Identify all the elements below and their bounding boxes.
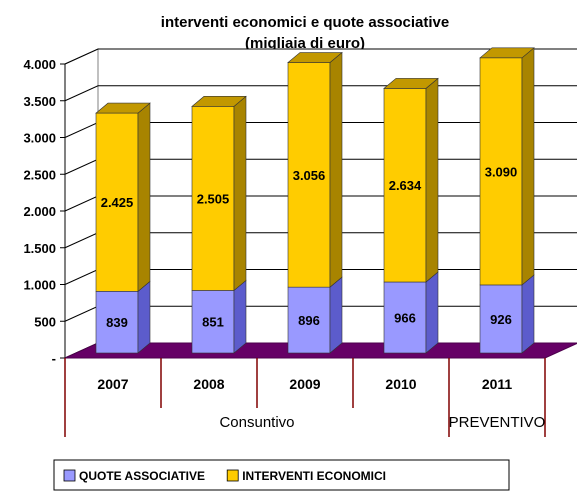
bar-top: [383, 78, 439, 89]
bar-segment-side: [521, 47, 535, 286]
bar-segment: [95, 291, 139, 354]
data-label: 3.090: [485, 164, 518, 179]
x-group-label: Consuntivo: [219, 414, 294, 431]
legend-swatch: [226, 469, 239, 482]
data-label: 851: [202, 315, 224, 330]
y-tick-label: 3.500: [23, 94, 56, 109]
legend-swatch: [63, 469, 76, 482]
bar-segment-side: [233, 279, 247, 354]
x-tick-label: 2010: [385, 376, 416, 392]
bar-segment: [383, 88, 427, 283]
x-tick-label: 2007: [97, 376, 128, 392]
y-tick-label: 4.000: [23, 57, 56, 72]
data-label: 926: [490, 312, 512, 327]
bar-segment: [479, 57, 523, 286]
legend-box: [53, 459, 510, 491]
data-label: 896: [298, 313, 320, 328]
gridline: [64, 48, 577, 65]
data-label: 966: [394, 310, 416, 325]
y-tick-label: 1.500: [23, 241, 56, 256]
y-axis-tick-labels: - 500 1.000 1.500 2.000 2.500 3.000 3.500 4.000: [23, 57, 66, 366]
bars: 839 2.425 851 2.505 896 3.056 966 2.634 926 3.090: [95, 47, 535, 354]
bar-top: [95, 102, 151, 114]
data-label: 2.505: [197, 191, 230, 206]
x-axis: 2007 2008 2009 2010 2011 Consuntivo PREVENTIVO: [64, 358, 546, 437]
y-tick-label: 500: [34, 314, 56, 329]
bar-segment-side: [137, 102, 151, 292]
x-tick-label: 2009: [289, 376, 320, 392]
x-tick-label: 2008: [193, 376, 224, 392]
bar-segment-side: [329, 276, 343, 354]
y-tick-label: -: [52, 351, 56, 366]
bar-segment-side: [521, 274, 535, 354]
data-label: 2.634: [389, 178, 422, 193]
y-tick-label: 3.000: [23, 131, 56, 146]
legend-label: INTERVENTI ECONOMICI: [242, 469, 386, 483]
bar-segment-side: [233, 95, 247, 292]
bar-top: [287, 52, 343, 63]
legend: QUOTE ASSOCIATIVE INTERVENTI ECONOMICI: [53, 459, 510, 491]
bar-segment-side: [137, 280, 151, 354]
bar-top: [191, 96, 247, 107]
chart-title: interventi economici e quote associative: [161, 14, 449, 31]
bar-segment-side: [329, 51, 343, 288]
data-label: 2.425: [101, 195, 134, 210]
bar-segment: [287, 286, 331, 354]
bar-segment-side: [425, 77, 439, 283]
bar-top: [479, 47, 535, 59]
data-label: 839: [106, 315, 128, 330]
y-tick-label: 1.000: [23, 278, 56, 293]
bar-segment-side: [425, 271, 439, 354]
bar-segment: [479, 284, 523, 354]
y-tick-label: 2.500: [23, 167, 56, 182]
bar-segment: [191, 290, 235, 354]
legend-label: QUOTE ASSOCIATIVE: [79, 469, 205, 483]
data-label: 3.056: [293, 168, 326, 183]
x-tick-label: 2011: [482, 376, 513, 392]
bar-segment: [287, 62, 331, 288]
bar-segment: [95, 112, 139, 292]
x-group-label: PREVENTIVO: [449, 414, 546, 431]
chart-subtitle: (migliaia di euro): [245, 35, 365, 52]
y-tick-label: 2.000: [23, 204, 56, 219]
